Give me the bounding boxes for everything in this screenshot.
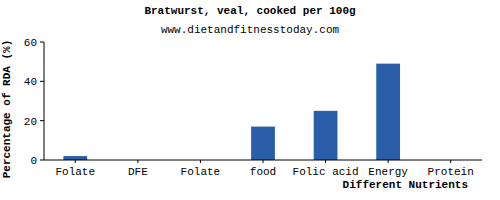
- y-tick-label: 40: [24, 76, 37, 88]
- chart-container: Bratwurst, veal, cooked per 100g www.diet…: [0, 0, 500, 200]
- x-tick: [137, 160, 138, 163]
- chart-svg: Bratwurst, veal, cooked per 100g www.diet…: [0, 0, 500, 200]
- x-tick: [388, 160, 389, 163]
- x-axis-label: Different Nutrients: [343, 179, 468, 191]
- title: Bratwurst, veal, cooked per 100g: [144, 5, 355, 17]
- y-tick: [40, 42, 44, 43]
- x-tick-label: Protein: [428, 166, 474, 178]
- x-tick-label: DFE: [128, 166, 148, 178]
- bar: [63, 156, 87, 160]
- y-tick-label: 20: [24, 116, 37, 128]
- x-tick-label: food: [250, 166, 276, 178]
- bars: [63, 64, 400, 160]
- x-tick: [263, 160, 264, 163]
- y-tick-label: 0: [30, 155, 37, 167]
- y-axis-label: Percentage of RDA (%): [1, 40, 13, 179]
- subtitle: www.dietandfitnesstoday.com: [161, 24, 340, 36]
- x-tick: [450, 160, 451, 163]
- x-tick: [200, 160, 201, 163]
- bar: [251, 127, 275, 160]
- y-tick-label: 60: [24, 37, 37, 49]
- x-tick-label: Energy: [368, 166, 408, 178]
- y-tick: [40, 160, 44, 161]
- y-tick: [40, 120, 44, 121]
- x-tick: [325, 160, 326, 163]
- x-tick-label: Folic acid: [293, 166, 359, 178]
- y-tick: [40, 81, 44, 82]
- x-tick-label: Folate: [181, 166, 221, 178]
- y-axis: [44, 42, 45, 160]
- x-tick-label: Folate: [55, 166, 95, 178]
- bar: [314, 111, 338, 160]
- bar: [376, 64, 400, 160]
- x-tick: [75, 160, 76, 163]
